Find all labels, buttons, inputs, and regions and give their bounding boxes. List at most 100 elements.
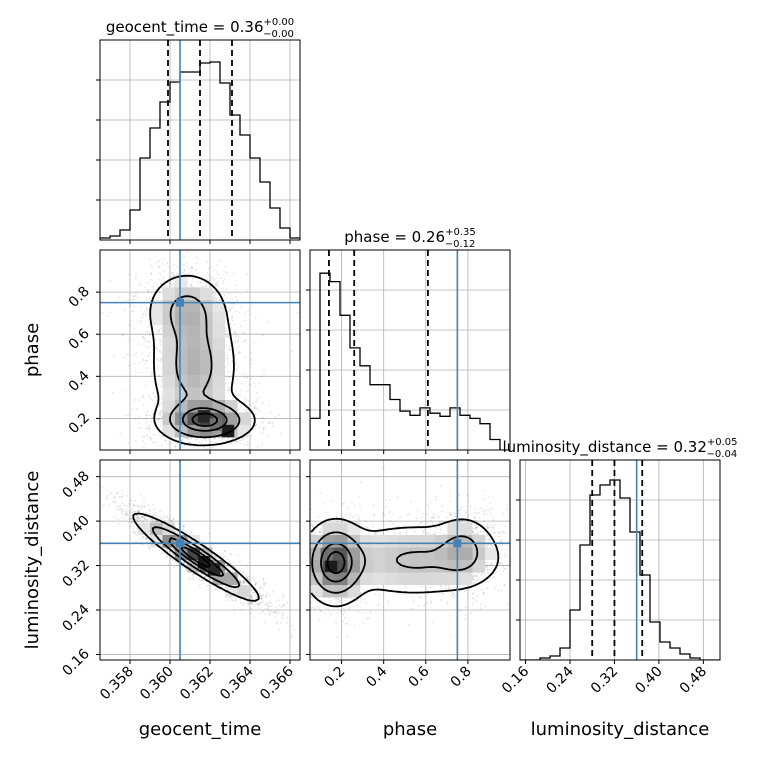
scatter-point [146,367,148,370]
scatter-point [122,334,124,336]
scatter-point [162,464,164,466]
scatter-point [497,536,500,538]
scatter-point [248,383,251,386]
scatter-point [160,327,163,330]
scatter-point [114,501,116,503]
scatter-point [207,267,210,270]
scatter-point [191,273,194,276]
scatter-point [139,516,142,519]
scatter-point [193,446,195,449]
scatter-point [256,391,258,394]
scatter-point [133,504,135,507]
density-bin [200,350,213,363]
scatter-point [207,588,210,591]
scatter-point [160,385,163,388]
scatter-point [117,522,120,525]
scatter-point [224,366,227,368]
scatter-point [166,550,169,552]
scatter-point [251,594,253,597]
scatter-point [149,549,152,551]
scatter-point [131,511,134,514]
scatter-point [175,445,177,447]
scatter-point [152,441,154,444]
scatter-point [160,397,163,400]
scatter-point [137,504,140,507]
scatter-point [131,311,134,313]
scatter-point [141,371,144,374]
scatter-point [114,501,116,504]
scatter-point [318,608,321,610]
scatter-point [184,455,186,457]
scatter-point [206,272,209,274]
scatter-point [176,532,179,534]
scatter-point [226,357,229,359]
scatter-point [226,361,229,363]
scatter-point [253,407,256,409]
scatter-point [131,525,134,528]
scatter-point [198,451,200,453]
scatter-point [127,341,129,344]
scatter-point [121,493,124,496]
density-bin [175,425,188,438]
scatter-point [211,276,214,278]
scatter-point [358,519,361,521]
scatter-point [116,509,119,512]
scatter-point [162,517,165,520]
scatter-point [158,259,161,262]
scatter-point [214,587,217,590]
scatter-point [434,531,436,534]
scatter-point [190,283,193,286]
density-bin [212,375,225,388]
scatter-point [191,277,194,280]
scatter-point [121,517,123,519]
scatter-point [133,400,136,403]
scatter-point [157,296,160,299]
scatter-point [130,518,133,521]
scatter-point [188,455,190,457]
panel-luminosity_distance-vs-phase [310,460,510,660]
scatter-point [471,597,474,599]
scatter-point [237,352,240,355]
scatter-point [227,558,230,561]
scatter-point [248,597,250,600]
scatter-point [222,556,225,559]
scatter-point [120,511,123,513]
scatter-point [250,408,253,410]
scatter-point [163,551,165,554]
scatter-point [501,530,504,533]
scatter-point [172,264,175,267]
scatter-point [105,495,108,497]
scatter-point [502,531,504,534]
scatter-point [373,513,376,516]
scatter-point [196,438,199,440]
scatter-point [274,611,277,614]
scatter-point [229,309,232,311]
scatter-point [161,551,164,554]
scatter-point [188,532,191,535]
scatter-point [234,340,237,343]
scatter-point [243,580,245,583]
scatter-point [168,517,171,520]
scatter-point [173,566,175,569]
scatter-point [121,513,124,516]
scatter-point [230,442,233,445]
scatter-point [476,575,478,578]
scatter-point [142,335,145,338]
scatter-point [210,578,212,581]
scatter-point [134,510,136,513]
scatter-point [276,612,279,615]
scatter-point [181,524,184,527]
scatter-point [142,517,145,519]
scatter-point [238,394,241,397]
scatter-point [132,298,135,301]
scatter-point [245,409,248,412]
scatter-point [227,451,229,453]
scatter-point [154,519,157,522]
scatter-point [271,422,274,425]
scatter-point [129,512,132,514]
scatter-point [134,418,136,420]
scatter-point [214,293,216,296]
scatter-point [150,374,153,377]
scatter-point [415,517,418,520]
scatter-point [200,579,203,582]
